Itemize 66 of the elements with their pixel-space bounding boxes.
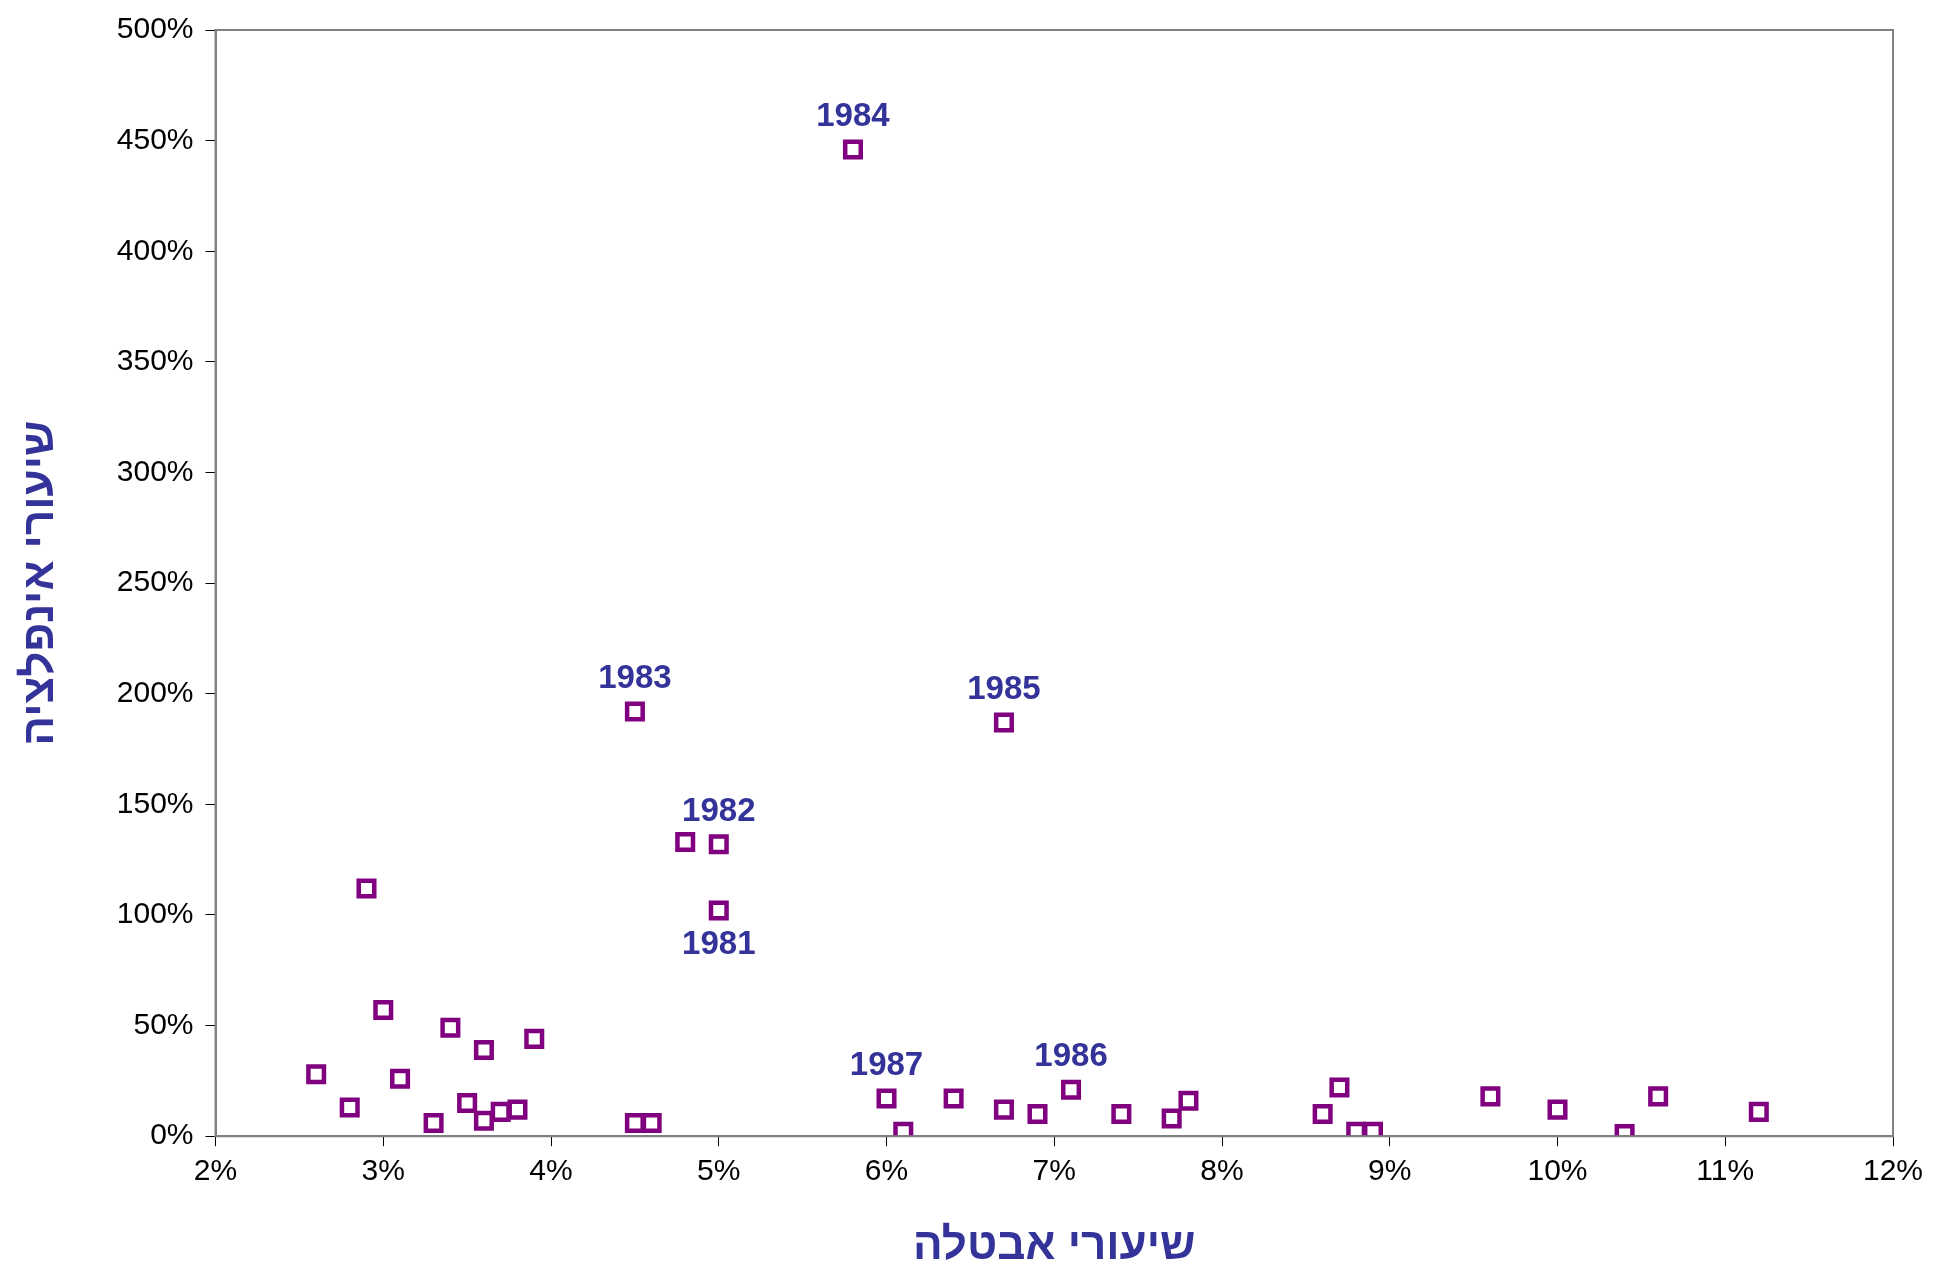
x-tick-label: 10% <box>1527 1153 1588 1187</box>
y-tick-label: 200% <box>116 674 194 708</box>
point <box>306 1064 327 1085</box>
point <box>390 1068 411 1089</box>
y-tick-label: 400% <box>116 232 194 266</box>
point <box>876 1088 897 1109</box>
point <box>1027 1104 1048 1125</box>
point <box>490 1101 511 1122</box>
y-tick-label: 0% <box>150 1117 194 1151</box>
annotation: 1982 <box>682 790 756 828</box>
point <box>641 1112 662 1133</box>
annotation: 1983 <box>598 658 672 696</box>
point <box>1111 1104 1132 1125</box>
point <box>339 1097 360 1118</box>
x-tick-label: 2% <box>193 1153 238 1187</box>
point <box>1178 1090 1199 1111</box>
point <box>993 712 1014 733</box>
point <box>675 831 696 852</box>
x-axis-title: שיעורי אבטלה <box>913 1218 1196 1268</box>
point <box>1329 1077 1350 1098</box>
y-tick-label: 450% <box>116 121 194 155</box>
annotation: 1981 <box>682 924 756 962</box>
x-tick-label: 7% <box>1032 1153 1076 1187</box>
y-tick-label: 250% <box>116 564 194 598</box>
x-tick-label: 11% <box>1696 1153 1755 1187</box>
y-tick-label: 300% <box>116 453 194 487</box>
point <box>423 1112 444 1133</box>
point <box>624 1112 645 1133</box>
annotation: 1986 <box>1034 1036 1108 1074</box>
x-tick-label: 9% <box>1368 1153 1412 1187</box>
point <box>507 1099 528 1120</box>
point <box>1547 1099 1568 1120</box>
point <box>993 1099 1014 1120</box>
y-tick-label: 50% <box>133 1006 194 1040</box>
point <box>708 834 729 855</box>
x-tick-label: 5% <box>697 1153 741 1187</box>
point <box>373 1000 394 1021</box>
point <box>1312 1104 1333 1125</box>
y-axis-title: שיעורי אינפלציה <box>12 420 62 746</box>
annotation: 1985 <box>967 669 1041 707</box>
point <box>1161 1108 1182 1129</box>
point <box>842 139 863 160</box>
point <box>1061 1079 1082 1100</box>
annotation: 1984 <box>816 96 891 134</box>
x-tick-label: 12% <box>1862 1153 1924 1187</box>
point <box>708 900 729 921</box>
point <box>1748 1101 1769 1122</box>
x-tick-label: 8% <box>1200 1153 1244 1187</box>
point <box>624 701 645 722</box>
annotation: 1987 <box>849 1045 924 1083</box>
point <box>943 1088 964 1109</box>
y-tick-label: 150% <box>116 785 194 819</box>
x-tick-label: 3% <box>361 1153 405 1187</box>
point <box>457 1092 478 1114</box>
point <box>473 1039 494 1060</box>
y-tick-label: 350% <box>116 343 194 377</box>
point <box>524 1028 545 1049</box>
point <box>473 1110 494 1131</box>
point <box>1480 1086 1501 1107</box>
point <box>1648 1086 1669 1107</box>
point <box>356 878 377 899</box>
x-tick-label: 6% <box>864 1153 909 1187</box>
y-tick-label: 100% <box>116 896 194 930</box>
x-tick-label: 4% <box>529 1153 573 1187</box>
y-tick-label: 500% <box>116 11 194 45</box>
point <box>440 1017 461 1038</box>
